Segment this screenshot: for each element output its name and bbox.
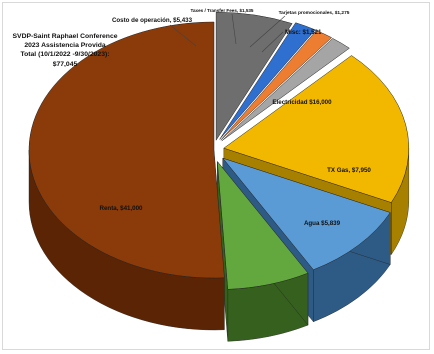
slice-label: Renta, $41,000 [100,205,144,212]
chart-title-line-3: Total (10/1/2022 -9/30/2023): [20,51,110,59]
pie-labels: Costo de operación, $5,433 Taxes / Transf… [100,8,372,227]
chart-title: SVDP-Saint Raphael Conference 2023 Assis… [6,32,124,69]
pie-slice [220,30,333,141]
chart-title-line-1: SVDP-Saint Raphael Conference [12,33,118,40]
slice-label: TX Gas, $7,950 [327,167,371,174]
slice-label: Tarjetas promocionales, $1,275 [279,10,350,16]
slice-label: Electricidad $16,000 [272,99,332,106]
leader-line [169,24,197,47]
pie-slice [222,157,391,271]
slice-label: Misc: $1,521 [285,29,322,36]
slice-label: Taxes / Transfer Fees, $1,535 [191,8,254,13]
pie-slice [215,11,293,142]
leader-line [249,15,286,48]
pie-slice [223,55,410,203]
leader-line [231,13,237,45]
pie-slice [217,160,309,290]
leader-line [261,31,284,53]
slice-label: Agua $5,839 [304,220,341,227]
pie-slice [219,22,316,140]
pie-slice-tops [28,11,410,290]
chart-title-line-2: 2023 Assistencia Provida [24,42,106,50]
pie-slice [221,38,350,142]
slice-label: Costo de operación, $5,433 [112,17,193,24]
pie-slice [28,21,225,279]
chart-title-line-4: $77,045 [52,60,78,68]
